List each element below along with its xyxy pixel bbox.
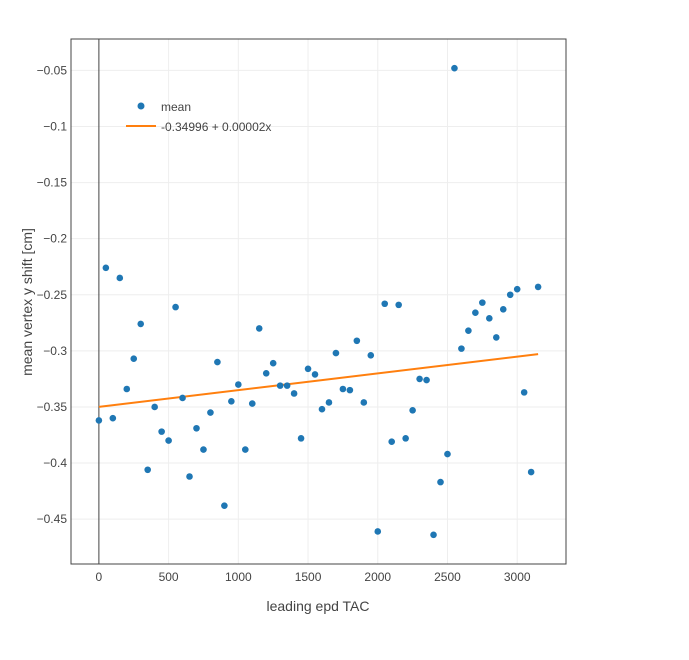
data-point[interactable] <box>123 385 131 393</box>
y-tick-label: −0.25 <box>37 288 68 302</box>
data-point[interactable] <box>409 407 416 414</box>
legend-item-fit[interactable]: -0.34996 + 0.00002x <box>126 120 271 134</box>
data-point[interactable] <box>255 325 263 332</box>
data-point[interactable] <box>151 403 158 411</box>
data-point[interactable] <box>297 435 305 442</box>
legend-label-mean: mean <box>161 100 191 114</box>
data-point[interactable] <box>444 450 451 458</box>
y-tick-label: −0.4 <box>43 456 67 470</box>
data-point[interactable] <box>339 385 347 393</box>
data-point[interactable] <box>269 359 277 367</box>
data-point[interactable] <box>381 300 389 308</box>
data-point[interactable] <box>276 382 284 389</box>
data-point[interactable] <box>527 468 535 476</box>
x-tick-label: 3000 <box>504 570 531 584</box>
data-point[interactable] <box>137 320 145 328</box>
data-point[interactable] <box>465 327 472 334</box>
y-tick-label: −0.15 <box>37 176 68 190</box>
x-tick-label: 1500 <box>295 570 322 584</box>
data-point[interactable] <box>235 381 242 388</box>
data-point[interactable] <box>416 375 423 383</box>
fit-line-layer <box>98 353 539 408</box>
data-point[interactable] <box>367 352 375 359</box>
data-point[interactable] <box>179 394 186 402</box>
data-point[interactable] <box>520 389 528 396</box>
data-point[interactable] <box>492 334 500 341</box>
data-point[interactable] <box>304 365 312 373</box>
x-tick-label: 2500 <box>434 570 461 584</box>
data-point[interactable] <box>262 369 270 377</box>
data-point[interactable] <box>130 355 138 363</box>
data-point[interactable] <box>207 409 214 416</box>
data-point[interactable] <box>395 301 402 309</box>
data-point[interactable] <box>353 337 361 345</box>
data-point[interactable] <box>325 399 333 406</box>
data-point[interactable] <box>102 264 110 272</box>
legend-marker-mean <box>137 102 145 110</box>
data-point[interactable] <box>214 358 221 366</box>
data-point[interactable] <box>193 424 200 432</box>
data-point[interactable] <box>534 283 542 291</box>
data-point[interactable] <box>241 446 249 453</box>
data-point[interactable] <box>144 466 151 474</box>
y-tick-label: −0.45 <box>37 512 68 526</box>
data-point[interactable] <box>472 309 479 317</box>
data-point[interactable] <box>458 345 465 352</box>
data-point[interactable] <box>479 299 486 306</box>
data-point[interactable] <box>95 417 103 424</box>
data-point[interactable] <box>499 306 507 313</box>
plot-frame <box>70 38 567 565</box>
data-point[interactable] <box>486 315 493 322</box>
x-axis-title: leading epd TAC <box>267 598 370 614</box>
data-point[interactable] <box>430 531 437 539</box>
data-point[interactable] <box>402 435 409 442</box>
data-point[interactable] <box>290 390 298 397</box>
data-point[interactable] <box>165 437 172 444</box>
data-point[interactable] <box>374 528 382 535</box>
data-point[interactable] <box>346 386 354 394</box>
data-point[interactable] <box>172 303 179 311</box>
data-point[interactable] <box>388 438 396 446</box>
fit-line <box>98 353 539 408</box>
x-tick-label: 1000 <box>225 570 252 584</box>
data-point[interactable] <box>283 382 291 389</box>
data-point[interactable] <box>332 349 340 357</box>
data-point[interactable] <box>437 478 444 486</box>
y-axis-title: mean vertex y shift [cm] <box>19 228 35 376</box>
data-point[interactable] <box>200 446 207 453</box>
data-point[interactable] <box>109 414 117 422</box>
x-tick-label: 2000 <box>364 570 391 584</box>
data-point[interactable] <box>158 428 165 435</box>
y-tick-label: −0.3 <box>43 344 67 358</box>
legend-label-fit: -0.34996 + 0.00002x <box>161 120 271 134</box>
data-point[interactable] <box>360 399 368 406</box>
data-point[interactable] <box>506 291 514 299</box>
legend[interactable]: mean -0.34996 + 0.00002x <box>126 100 271 134</box>
y-tick-label: −0.1 <box>43 120 67 134</box>
data-point[interactable] <box>311 371 319 378</box>
x-tick-label: 500 <box>159 570 179 584</box>
y-tick-label: −0.35 <box>37 400 68 414</box>
y-tick-label: −0.2 <box>43 232 67 246</box>
data-point[interactable] <box>513 285 521 293</box>
data-point[interactable] <box>248 400 256 407</box>
y-axis-ticks: −0.45 −0.4 −0.35 −0.3 −0.25 −0.2 −0.15 −0.1 −0.0… <box>37 63 68 526</box>
x-tick-label: 0 <box>96 570 103 584</box>
grid-lines <box>71 39 566 564</box>
data-point[interactable] <box>423 376 430 384</box>
data-point[interactable] <box>228 398 235 405</box>
data-point[interactable] <box>186 473 193 480</box>
y-tick-label: −0.05 <box>37 63 68 77</box>
x-axis-ticks: 0 500 1000 1500 2000 2500 3000 <box>96 570 531 584</box>
data-point[interactable] <box>451 64 458 72</box>
data-point[interactable] <box>221 502 228 509</box>
data-point[interactable] <box>116 274 124 282</box>
legend-item-mean[interactable]: mean <box>137 100 192 114</box>
data-point[interactable] <box>318 405 326 413</box>
points-layer <box>95 64 542 539</box>
